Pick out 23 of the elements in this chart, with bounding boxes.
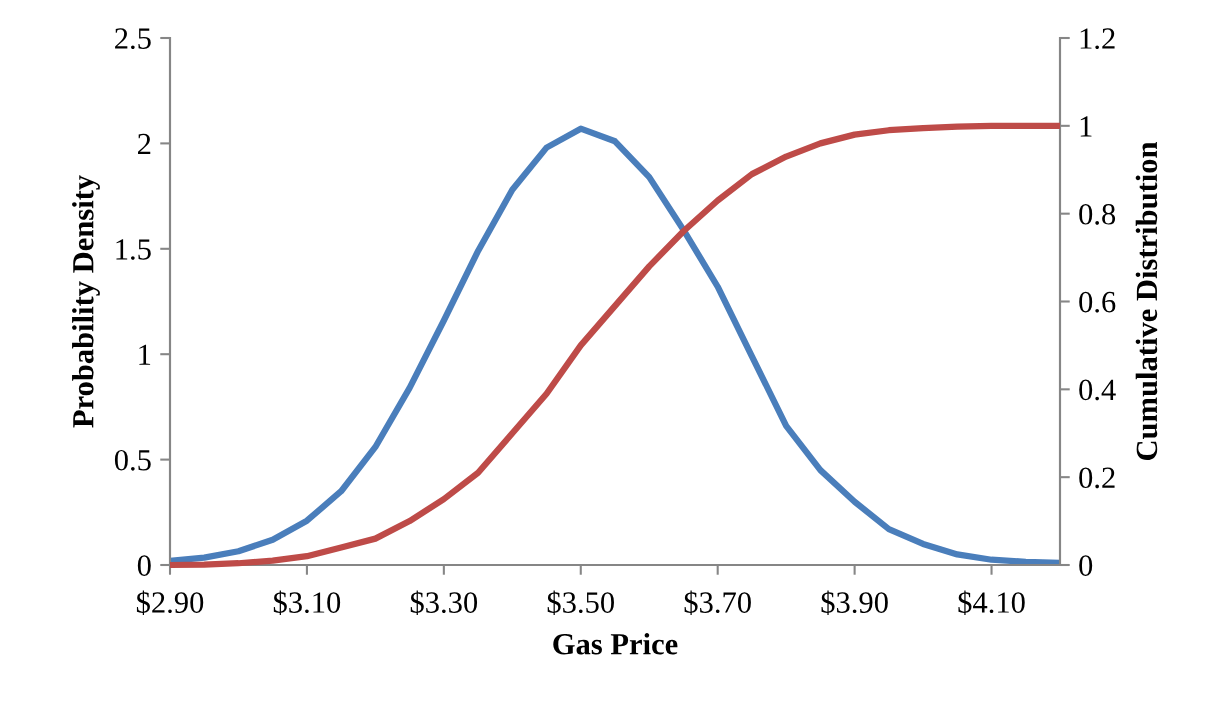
y2-tick-label: 0: [1079, 555, 1093, 576]
y2-tick-label: 0.6: [1079, 291, 1116, 313]
x-tick-label: $3.10: [273, 590, 341, 615]
y-axis-title: Probability Density: [72, 175, 100, 428]
y2-tick-label: 0.8: [1079, 203, 1116, 225]
x-tick-label: $3.50: [547, 590, 614, 615]
x-tick-label: $3.90: [821, 590, 888, 615]
x-tick-label: $4.10: [958, 590, 1025, 615]
y-tick-label: 2: [138, 133, 151, 154]
y-tick-label: 0.5: [114, 449, 151, 471]
y-tick-label: 2.5: [115, 28, 151, 50]
y-tick-label: 1.5: [116, 239, 151, 260]
x-tick-label: $3.30: [410, 590, 478, 615]
x-tick-label: $2.90: [136, 590, 204, 615]
y2-tick-label: 0.2: [1079, 467, 1115, 489]
x-tick-label: $3.70: [684, 590, 751, 615]
y2-tick-label: 0.4: [1079, 379, 1116, 401]
y-tick-label: 1: [139, 344, 151, 365]
x-axis-title: Gas Price: [553, 632, 678, 655]
y2-axis-title: Cumulative Distribution: [1135, 141, 1158, 461]
y-tick-label: 0: [137, 555, 151, 576]
y2-tick-label: 1: [1080, 116, 1092, 137]
y2-tick-label: 1.2: [1080, 28, 1115, 50]
